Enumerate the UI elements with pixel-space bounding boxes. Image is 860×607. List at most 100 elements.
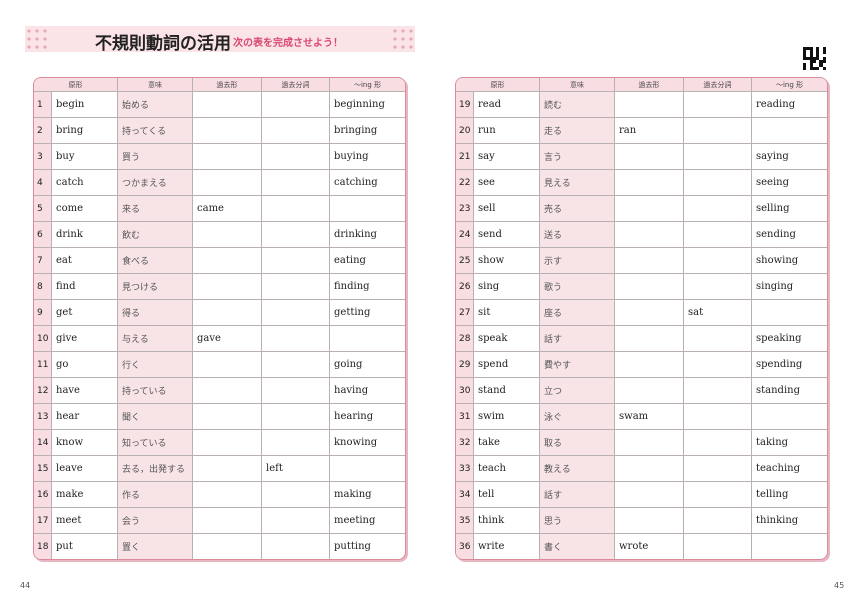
past-participle-cell[interactable] — [261, 248, 329, 273]
ing-form-cell[interactable]: sending — [751, 222, 827, 247]
ing-form-cell[interactable]: putting — [329, 534, 405, 559]
past-cell[interactable] — [614, 248, 683, 273]
ing-form-cell[interactable]: saying — [751, 144, 827, 169]
past-cell[interactable] — [192, 482, 261, 507]
ing-form-cell[interactable]: going — [329, 352, 405, 377]
past-participle-cell[interactable] — [683, 92, 751, 117]
past-participle-cell[interactable] — [261, 508, 329, 533]
ing-form-cell[interactable]: beginning — [329, 92, 405, 117]
past-participle-cell[interactable] — [261, 92, 329, 117]
past-cell[interactable] — [614, 378, 683, 403]
past-cell[interactable] — [192, 430, 261, 455]
past-cell[interactable] — [614, 326, 683, 351]
past-participle-cell[interactable] — [683, 404, 751, 429]
ing-form-cell[interactable] — [329, 196, 405, 221]
past-participle-cell[interactable]: left — [261, 456, 329, 481]
past-participle-cell[interactable] — [261, 404, 329, 429]
past-cell[interactable] — [192, 534, 261, 559]
ing-form-cell[interactable] — [751, 404, 827, 429]
past-participle-cell[interactable] — [261, 144, 329, 169]
past-cell[interactable] — [192, 144, 261, 169]
ing-form-cell[interactable]: getting — [329, 300, 405, 325]
ing-form-cell[interactable]: meeting — [329, 508, 405, 533]
past-cell[interactable]: ran — [614, 118, 683, 143]
past-participle-cell[interactable] — [683, 430, 751, 455]
ing-form-cell[interactable]: hearing — [329, 404, 405, 429]
ing-form-cell[interactable] — [751, 300, 827, 325]
past-participle-cell[interactable] — [683, 118, 751, 143]
past-cell[interactable] — [614, 144, 683, 169]
ing-form-cell[interactable]: spending — [751, 352, 827, 377]
past-participle-cell[interactable] — [683, 378, 751, 403]
past-participle-cell[interactable] — [261, 482, 329, 507]
past-participle-cell[interactable] — [683, 456, 751, 481]
ing-form-cell[interactable]: showing — [751, 248, 827, 273]
qr-code-icon[interactable] — [803, 47, 826, 70]
past-cell[interactable] — [192, 274, 261, 299]
past-cell[interactable] — [614, 196, 683, 221]
past-cell[interactable] — [192, 404, 261, 429]
past-cell[interactable] — [192, 456, 261, 481]
past-cell[interactable]: wrote — [614, 534, 683, 559]
past-cell[interactable] — [614, 430, 683, 455]
past-cell[interactable] — [614, 300, 683, 325]
past-participle-cell[interactable] — [261, 170, 329, 195]
ing-form-cell[interactable]: catching — [329, 170, 405, 195]
ing-form-cell[interactable]: having — [329, 378, 405, 403]
ing-form-cell[interactable]: seeing — [751, 170, 827, 195]
past-cell[interactable] — [192, 352, 261, 377]
ing-form-cell[interactable]: singing — [751, 274, 827, 299]
ing-form-cell[interactable]: teaching — [751, 456, 827, 481]
past-cell[interactable] — [192, 248, 261, 273]
past-participle-cell[interactable] — [261, 118, 329, 143]
ing-form-cell[interactable] — [751, 118, 827, 143]
ing-form-cell[interactable]: finding — [329, 274, 405, 299]
ing-form-cell[interactable]: eating — [329, 248, 405, 273]
ing-form-cell[interactable]: bringing — [329, 118, 405, 143]
ing-form-cell[interactable]: thinking — [751, 508, 827, 533]
past-participle-cell[interactable] — [261, 274, 329, 299]
past-cell[interactable] — [192, 222, 261, 247]
past-participle-cell[interactable] — [261, 534, 329, 559]
ing-form-cell[interactable]: making — [329, 482, 405, 507]
past-cell[interactable] — [614, 456, 683, 481]
past-participle-cell[interactable] — [261, 352, 329, 377]
past-cell[interactable] — [192, 508, 261, 533]
past-participle-cell[interactable] — [261, 430, 329, 455]
past-participle-cell[interactable] — [261, 222, 329, 247]
ing-form-cell[interactable]: telling — [751, 482, 827, 507]
past-cell[interactable] — [614, 274, 683, 299]
ing-form-cell[interactable]: knowing — [329, 430, 405, 455]
past-cell[interactable] — [614, 170, 683, 195]
past-participle-cell[interactable] — [261, 300, 329, 325]
past-participle-cell[interactable] — [683, 274, 751, 299]
past-cell[interactable] — [192, 92, 261, 117]
ing-form-cell[interactable]: buying — [329, 144, 405, 169]
past-cell[interactable] — [192, 170, 261, 195]
past-cell[interactable]: swam — [614, 404, 683, 429]
ing-form-cell[interactable] — [329, 326, 405, 351]
past-participle-cell[interactable] — [683, 508, 751, 533]
past-cell[interactable]: came — [192, 196, 261, 221]
past-cell[interactable] — [614, 482, 683, 507]
past-participle-cell[interactable] — [683, 248, 751, 273]
past-participle-cell[interactable] — [683, 482, 751, 507]
ing-form-cell[interactable] — [329, 456, 405, 481]
past-cell[interactable] — [192, 300, 261, 325]
past-participle-cell[interactable] — [683, 222, 751, 247]
past-participle-cell[interactable] — [683, 534, 751, 559]
past-participle-cell[interactable] — [261, 326, 329, 351]
past-cell[interactable] — [614, 352, 683, 377]
past-cell[interactable]: gave — [192, 326, 261, 351]
ing-form-cell[interactable]: speaking — [751, 326, 827, 351]
past-participle-cell[interactable] — [683, 144, 751, 169]
past-participle-cell[interactable]: sat — [683, 300, 751, 325]
past-cell[interactable] — [192, 378, 261, 403]
past-participle-cell[interactable] — [261, 196, 329, 221]
ing-form-cell[interactable]: taking — [751, 430, 827, 455]
ing-form-cell[interactable] — [751, 534, 827, 559]
ing-form-cell[interactable]: selling — [751, 196, 827, 221]
past-cell[interactable] — [614, 222, 683, 247]
past-cell[interactable] — [614, 508, 683, 533]
past-participle-cell[interactable] — [261, 378, 329, 403]
